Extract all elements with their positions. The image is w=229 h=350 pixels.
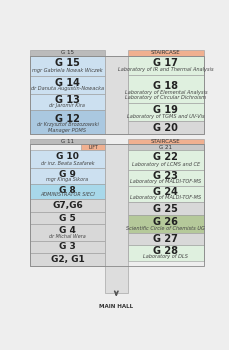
Text: G 3: G 3 — [59, 242, 76, 251]
Bar — [127, 56, 203, 75]
Bar — [104, 56, 127, 134]
Bar — [30, 150, 104, 168]
Text: G 17: G 17 — [153, 58, 177, 68]
Bar — [127, 50, 203, 56]
Text: Laboratory of DLS: Laboratory of DLS — [143, 254, 188, 259]
Bar — [127, 75, 203, 103]
Text: G 15: G 15 — [55, 58, 80, 69]
Text: Laboratory of TGMS and UV-Vis: Laboratory of TGMS and UV-Vis — [127, 114, 204, 119]
Bar — [127, 103, 203, 121]
Bar — [30, 212, 104, 224]
Bar — [30, 199, 104, 212]
Text: MAIN HALL: MAIN HALL — [99, 303, 133, 309]
Text: Laboratory of IR and Thermal Analysis: Laboratory of IR and Thermal Analysis — [118, 67, 213, 72]
Text: G 21: G 21 — [159, 145, 172, 149]
Bar — [104, 145, 127, 293]
Bar — [30, 56, 104, 76]
Bar — [30, 56, 203, 134]
Text: STAIRCASE: STAIRCASE — [150, 50, 180, 55]
Bar — [30, 241, 104, 253]
Text: G 23: G 23 — [153, 171, 177, 181]
Bar — [127, 202, 203, 215]
Text: G 12: G 12 — [55, 114, 80, 124]
Text: G 10: G 10 — [56, 152, 79, 161]
Bar — [30, 139, 104, 145]
Text: G 15: G 15 — [61, 50, 74, 55]
Text: G 28: G 28 — [153, 246, 178, 256]
Text: LIFT: LIFT — [88, 145, 98, 149]
Text: G 18: G 18 — [153, 80, 178, 91]
Bar — [127, 145, 203, 150]
Bar — [30, 253, 104, 266]
Text: dr Krzysztof Brozozowski
Manager POMS: dr Krzysztof Brozozowski Manager POMS — [36, 122, 98, 133]
Text: Laboratory of MALDI-TOF-MS: Laboratory of MALDI-TOF-MS — [130, 179, 201, 184]
Bar — [127, 150, 203, 170]
Text: G 27: G 27 — [153, 234, 177, 244]
Bar — [81, 145, 104, 150]
Bar — [30, 145, 203, 266]
Bar — [30, 184, 104, 199]
Bar — [30, 168, 104, 184]
Text: G 9: G 9 — [59, 170, 76, 179]
Bar — [30, 50, 104, 56]
Text: G 13: G 13 — [55, 95, 80, 105]
Text: Scientific Circle of Chemists UG: Scientific Circle of Chemists UG — [126, 225, 204, 231]
Bar — [127, 121, 203, 134]
Text: dr Danuta Augustin-Nowacka: dr Danuta Augustin-Nowacka — [31, 86, 104, 91]
Bar — [127, 139, 203, 145]
Text: G7,G6: G7,G6 — [52, 201, 82, 210]
Text: dr inz. Beata Szafarek: dr inz. Beata Szafarek — [41, 161, 94, 166]
Bar — [30, 110, 104, 134]
Text: G 19: G 19 — [153, 105, 177, 115]
Text: G 5: G 5 — [59, 214, 76, 223]
Text: G 11: G 11 — [61, 139, 74, 144]
Bar — [127, 245, 203, 261]
Text: G 22: G 22 — [153, 152, 177, 162]
Bar — [127, 215, 203, 233]
Text: Laboratory of Elemental Analysis
Laboratory of Circular Dichroism: Laboratory of Elemental Analysis Laborat… — [124, 90, 206, 100]
Bar — [127, 170, 203, 186]
Text: G 26: G 26 — [153, 217, 177, 227]
Text: G2, G1: G2, G1 — [50, 255, 84, 264]
Bar — [127, 233, 203, 245]
Text: G 14: G 14 — [55, 78, 80, 88]
Bar — [127, 186, 203, 202]
Text: G 4: G 4 — [59, 226, 76, 235]
Text: ADMINISTRATOR SIECI: ADMINISTRATOR SIECI — [40, 193, 95, 197]
Text: mgr Gabriela Nowak Wiczek: mgr Gabriela Nowak Wiczek — [32, 68, 102, 73]
Text: G 8: G 8 — [59, 186, 76, 195]
Text: STAIRCASE: STAIRCASE — [150, 139, 180, 144]
Bar — [30, 224, 104, 241]
Text: dr Jaromir Kira: dr Jaromir Kira — [49, 103, 85, 108]
Text: G 24: G 24 — [153, 187, 177, 197]
Text: G 20: G 20 — [153, 123, 177, 133]
Bar — [30, 76, 104, 93]
Text: Laboratory of MALDI-TOF-MS: Laboratory of MALDI-TOF-MS — [130, 195, 201, 200]
Bar — [30, 93, 104, 110]
Text: G 25: G 25 — [153, 204, 177, 214]
Text: dr Michal Wera: dr Michal Wera — [49, 234, 85, 239]
Text: mgr Kinga Sikora: mgr Kinga Sikora — [46, 177, 88, 182]
Text: Laboratory of LCMS and CE: Laboratory of LCMS and CE — [131, 162, 199, 167]
